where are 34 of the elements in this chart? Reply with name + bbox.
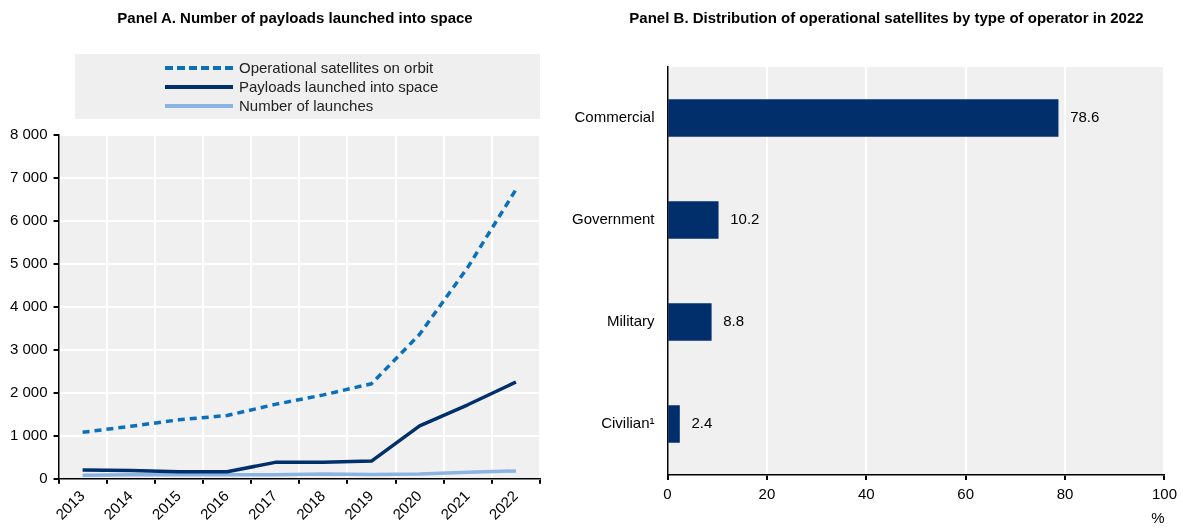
data-label: 78.6 (1070, 108, 1100, 126)
line-series (80, 187, 518, 435)
legend-label: Payloads launched into space (239, 78, 439, 95)
y-tick-label: 4 000 (9, 296, 48, 314)
bar (668, 201, 719, 239)
y-tick-label: Military (607, 312, 656, 330)
y-tick-label: 1 000 (9, 425, 48, 443)
x-tick-label: 20 (758, 485, 776, 503)
y-tick-label: 2 000 (9, 382, 48, 400)
y-tick-label: Civilian¹ (601, 414, 655, 432)
y-tick-label: 6 000 (9, 211, 48, 229)
data-label: 10.2 (730, 210, 760, 228)
x-axis-title: % (1151, 509, 1165, 527)
data-label: 8.8 (723, 312, 745, 330)
x-tick-label: 0 (663, 485, 672, 503)
chart-title: Panel A. Number of payloads launched into space (116, 8, 474, 27)
y-tick-label: 5 000 (9, 254, 48, 272)
y-tick-label: 3 000 (9, 339, 48, 357)
bar (668, 405, 680, 443)
y-tick-label: Commercial (574, 108, 655, 126)
y-tick-label: Government (571, 210, 656, 228)
x-tick-label: 60 (957, 485, 975, 503)
data-label: 2.4 (691, 414, 713, 432)
y-tick-label: 0 (39, 468, 48, 486)
y-tick-label: 8 000 (9, 125, 48, 143)
legend-label: Operational satellites on orbit (239, 59, 434, 76)
legend-label: Number of launches (239, 97, 374, 114)
x-tick-label: 40 (857, 485, 875, 503)
bar (668, 303, 712, 341)
chart-title: Panel B. Distribution of operational satellites by type of operator in 2022 (628, 8, 1145, 27)
x-tick-label: 100 (1151, 485, 1177, 503)
y-tick-label: 7 000 (9, 168, 48, 186)
bar (668, 99, 1059, 137)
x-tick-label: 80 (1056, 485, 1074, 503)
